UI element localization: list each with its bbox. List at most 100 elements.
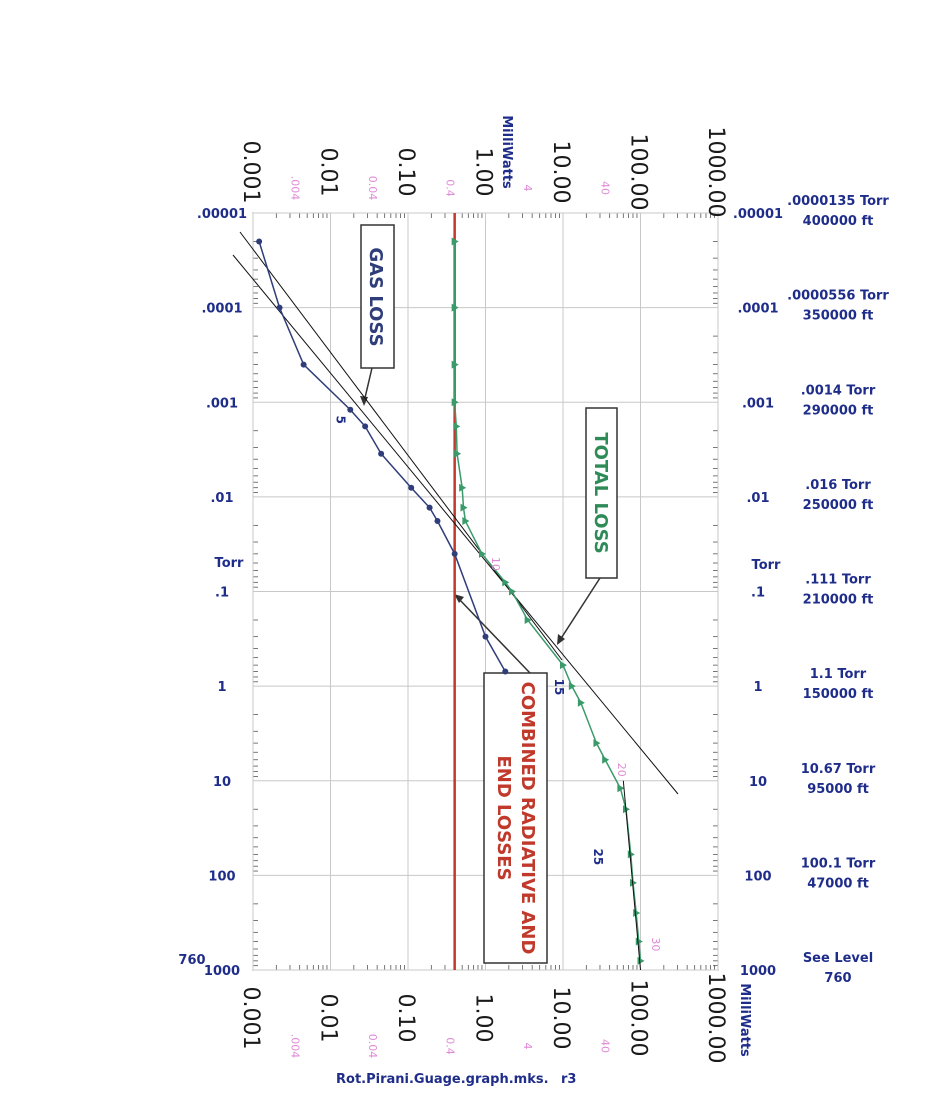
total-loss-point	[524, 615, 532, 624]
pressure-tick-label-left: .01	[210, 491, 233, 506]
power-tick-label-top: 10.00	[548, 141, 573, 204]
power-tick-label-top: 0.01	[316, 148, 341, 197]
power-tick-label-top: 1.00	[471, 148, 496, 197]
power-tick-label-top: 100.00	[626, 134, 651, 211]
total-loss-point	[568, 682, 576, 691]
chart-caption-suffix: r3	[561, 1072, 576, 1087]
total-loss-point	[577, 698, 585, 707]
power-axis-title-top: MilliWatts	[499, 115, 514, 189]
point-annotation-label: 15	[552, 679, 566, 696]
point-annotation-label: 20	[615, 763, 628, 777]
total-loss-point	[460, 503, 468, 512]
power-secondary-label-bottom: 0.4	[444, 1037, 457, 1055]
combined-loss-callout: COMBINED RADIATIVE AND END LOSSES	[454, 594, 548, 964]
pressure-tick-label-left: 10	[213, 775, 231, 790]
total-loss-point	[453, 422, 461, 431]
pressure-axis-title-left: Torr	[215, 556, 244, 571]
gas-loss-point	[482, 633, 489, 640]
total-loss-point	[462, 517, 470, 526]
altitude-label-pressure: .0000556 Torr	[787, 289, 889, 304]
point-annotation-label: 10	[489, 557, 502, 571]
altitude-label-height: 400000 ft	[803, 214, 874, 229]
pressure-tick-label-left: .001	[206, 396, 238, 411]
pressure-tick-label-right: 1	[753, 680, 762, 695]
altitude-label-height: 95000 ft	[807, 782, 869, 797]
gas-loss-point	[434, 518, 441, 525]
total-loss-point	[602, 755, 610, 764]
pressure-tick-label-right: .1	[751, 586, 765, 601]
point-annotation-label: 25	[591, 849, 605, 866]
gas-loss-point	[502, 668, 509, 675]
gas-loss-callout: GAS LOSS	[360, 224, 395, 406]
total-loss-point	[454, 449, 462, 458]
pressure-tick-label-right: 1000	[740, 964, 776, 979]
pressure-tick-label-left: 100	[208, 869, 235, 884]
series-layer	[232, 213, 679, 971]
pressure-tick-label-left: 1000	[204, 964, 240, 979]
pressure-extra-label: 760	[178, 953, 205, 968]
total-loss-point	[509, 587, 517, 596]
total-loss-point	[451, 303, 459, 312]
altitude-label-height: 210000 ft	[803, 593, 874, 608]
power-tick-label-bottom: 0.01	[316, 994, 341, 1043]
altitude-label-pressure: .016 Torr	[805, 478, 871, 493]
power-secondary-label-bottom: 40	[599, 1039, 612, 1053]
gas-loss-point	[276, 304, 283, 311]
gas-loss-box	[360, 224, 395, 369]
combined-loss-arrowhead	[454, 594, 464, 603]
total-loss-point	[478, 549, 486, 558]
pressure-tick-label-right: .00001	[733, 207, 783, 222]
power-tick-label-bottom: 1.00	[471, 994, 496, 1043]
power-tick-label-bottom: 0.10	[393, 994, 418, 1043]
total-loss-point	[451, 398, 459, 407]
gas-loss-point	[408, 484, 415, 491]
gas-loss-arrowhead	[360, 396, 368, 406]
power-secondary-label-top: 0.04	[366, 176, 379, 201]
pressure-tick-label-right: .0001	[737, 302, 778, 317]
pressure-tick-label-left: .1	[215, 586, 229, 601]
gas-loss-point	[362, 423, 369, 430]
combined-loss-arrow	[457, 597, 531, 674]
combined-loss-label-line1: COMBINED RADIATIVE AND	[517, 682, 538, 955]
power-tick-label-bottom: 100.00	[626, 980, 651, 1057]
gas-loss-point	[256, 238, 263, 245]
total-loss-label: TOTAL LOSS	[590, 432, 611, 553]
power-secondary-label-top: 0.4	[444, 179, 457, 197]
altitude-label-pressure: .0000135 Torr	[787, 194, 889, 209]
power-tick-label-top: 1000.00	[703, 127, 728, 218]
altitude-label-pressure: .0014 Torr	[801, 383, 876, 398]
total-loss-point	[560, 661, 567, 670]
power-tick-label-bottom: 10.00	[548, 987, 573, 1050]
altitude-label-height: 47000 ft	[807, 876, 869, 891]
gas-loss-label: GAS LOSS	[365, 247, 386, 346]
total-loss-point	[502, 578, 510, 587]
axis-labels: 0.0010.0010.010.010.100.101.001.0010.001…	[178, 115, 889, 1063]
gas-loss-point	[300, 361, 307, 368]
gas-loss-line	[258, 241, 506, 672]
total-loss-point	[629, 878, 637, 887]
power-secondary-label-top: 4	[521, 185, 534, 192]
altitude-label-height: 290000 ft	[803, 403, 874, 418]
chart-caption: Rot.Pirani.Guage.graph.mks.	[336, 1072, 549, 1087]
pressure-tick-label-right: 100	[744, 869, 771, 884]
point-annotation-label: 30	[649, 937, 662, 951]
power-secondary-label-top: 40	[599, 181, 612, 195]
pressure-tick-label-right: 10	[749, 775, 767, 790]
power-tick-label-bottom: 0.001	[238, 987, 263, 1050]
altitude-label-pressure: 100.1 Torr	[801, 856, 876, 871]
power-tick-label-top: 0.001	[238, 141, 263, 204]
gas-loss-point	[451, 550, 458, 557]
power-axis-title-bottom: MilliWatts	[737, 983, 752, 1057]
pressure-tick-label-left: .0001	[201, 302, 242, 317]
gas-loss-fit-line-2	[232, 254, 679, 795]
altitude-label-height: 350000 ft	[803, 309, 874, 324]
altitude-label-pressure: 1.1 Torr	[810, 667, 867, 682]
pressure-tick-label-right: .01	[746, 491, 769, 506]
total-loss-point	[623, 805, 631, 814]
pressure-tick-label-left: .00001	[197, 207, 247, 222]
gas-loss-point	[347, 406, 354, 413]
total-loss-point	[459, 483, 467, 492]
combined-loss-box	[483, 672, 548, 964]
total-loss-arrowhead	[557, 634, 565, 645]
power-secondary-label-bottom: 4	[521, 1043, 534, 1050]
